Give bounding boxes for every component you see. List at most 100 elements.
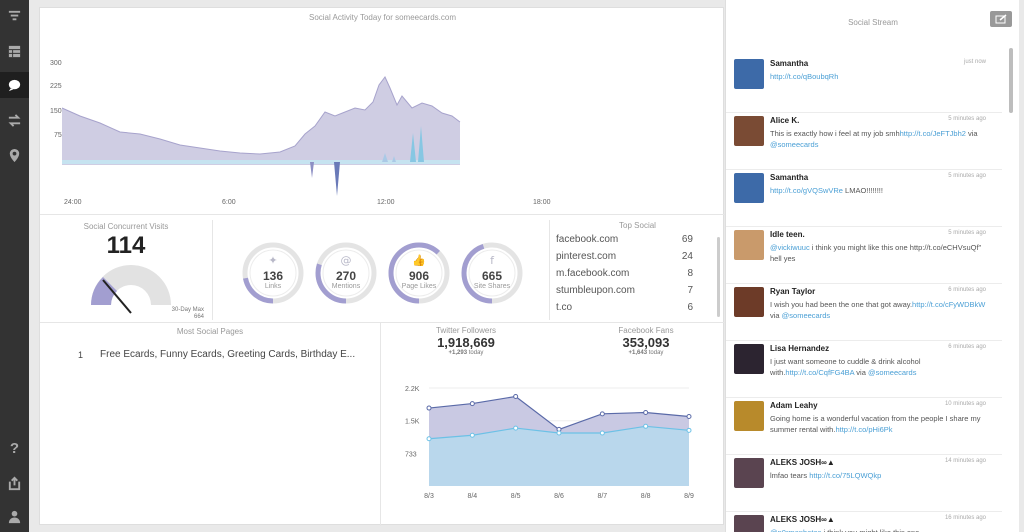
data-point[interactable]	[469, 432, 475, 438]
avatar[interactable]	[734, 287, 764, 317]
top-social-row[interactable]: facebook.com 69	[550, 234, 706, 250]
page-title-link[interactable]: Free Ecards, Funny Ecards, Greeting Card…	[100, 349, 356, 360]
tweet-mention[interactable]: @someecards	[867, 368, 917, 377]
x-tick: 18:00	[533, 199, 551, 206]
page-rank: 1	[78, 350, 84, 360]
ring-page-likes: 906 Page Likes	[389, 269, 449, 290]
avatar[interactable]	[734, 173, 764, 203]
concurrent-value: 114	[106, 232, 146, 259]
tweet-text: This is exactly how i feel at my job smh…	[770, 128, 990, 150]
tweet-link[interactable]: http://t.co/cFyWDBkW	[912, 300, 986, 309]
avatar[interactable]	[734, 515, 764, 532]
tweet-author[interactable]: Ryan Taylor	[770, 287, 816, 296]
facebook-icon: f	[490, 254, 495, 267]
tweet-link[interactable]: http://t.co/qBoubqRh	[770, 72, 839, 81]
compose-button[interactable]	[990, 11, 1012, 27]
avatar[interactable]	[734, 59, 764, 89]
export-icon[interactable]	[0, 470, 29, 496]
avatar[interactable]	[734, 344, 764, 374]
data-point[interactable]	[686, 427, 692, 433]
location-icon[interactable]	[0, 142, 29, 168]
data-point[interactable]	[643, 410, 649, 415]
top-social-row[interactable]: m.facebook.com 8	[550, 268, 706, 284]
ring-mentions: 270 Mentions	[316, 269, 376, 290]
data-point[interactable]	[556, 430, 562, 436]
tweet-item[interactable]: ALEKS JOSH∞▲ 16 minutes ago @n0rmanbates i…	[726, 512, 1002, 532]
divider	[549, 220, 550, 320]
data-point[interactable]	[599, 411, 605, 417]
tweet-author[interactable]: Samantha	[770, 59, 809, 68]
chat-icon[interactable]	[0, 72, 29, 98]
ring-fill	[461, 242, 523, 304]
data-point[interactable]	[426, 405, 432, 411]
followers-panel: Twitter Followers 1,918,669 +1,293 today…	[381, 323, 725, 526]
data-point[interactable]	[686, 414, 692, 420]
tweet-text: I wish you had been the one that got awa…	[770, 299, 990, 321]
avatar[interactable]	[734, 116, 764, 146]
transfer-icon[interactable]	[0, 107, 29, 133]
tweet-author[interactable]: Alice K.	[770, 116, 800, 125]
tweet-time: 5 minutes ago	[948, 173, 986, 179]
tweet-item[interactable]: Samantha just now http://t.co/qBoubqRh	[726, 56, 1002, 113]
twitter-title: Twitter Followers	[435, 326, 496, 335]
tweet-author[interactable]: Lisa Hernandez	[770, 344, 830, 353]
most-social-pages: Most Social Pages 1 Free Ecards, Funny E…	[40, 323, 380, 526]
y-tick-label: 733	[405, 451, 417, 458]
data-point[interactable]	[643, 423, 649, 429]
data-point[interactable]	[513, 393, 519, 399]
most-social-title: Most Social Pages	[176, 327, 244, 336]
tweet-item[interactable]: Alice K. 5 minutes ago This is exactly how…	[726, 113, 1002, 170]
tweet-author[interactable]: Idle teen.	[770, 230, 805, 239]
tweet-author[interactable]: Samantha	[770, 173, 809, 182]
avatar[interactable]	[734, 230, 764, 260]
stream-scrollbar[interactable]	[1009, 48, 1013, 113]
tweet-mention[interactable]: @n0rmanbates	[770, 528, 821, 532]
help-icon[interactable]: ?	[9, 439, 20, 457]
tweet-item[interactable]: ALEKS JOSH∞▲ 14 minutes ago lmfao tears ht…	[726, 455, 1002, 512]
main-dashboard: Social Activity Today for someecards.com…	[39, 7, 725, 526]
top-social-row[interactable]: pinterest.com 24	[550, 251, 706, 267]
engagement-rings: ✦ @ 👍 f 136 Links 270 Mentions 906 Page Likes …	[213, 215, 549, 322]
tweet-author[interactable]: ALEKS JOSH∞▲	[770, 458, 835, 467]
tweet-item[interactable]: Idle teen. 5 minutes ago @vickiwuuc i thin…	[726, 227, 1002, 284]
tweet-time: 5 minutes ago	[948, 230, 986, 236]
tweet-item[interactable]: Lisa Hernandez 6 minutes ago I just want s…	[726, 341, 1002, 398]
data-point[interactable]	[426, 436, 432, 442]
social-stream: Social Stream Samantha just now http://t.c…	[725, 0, 1019, 532]
tweet-item[interactable]: Adam Leahy 10 minutes ago Going home is a …	[726, 398, 1002, 455]
tweet-author[interactable]: Adam Leahy	[770, 401, 818, 410]
x-tick-label: 8/3	[424, 493, 434, 500]
tweet-link[interactable]: http://t.co/JeFTJbh2	[899, 129, 966, 138]
y-tick-label: 1.5K	[405, 419, 420, 426]
at-icon: @	[341, 254, 352, 267]
filter-icon[interactable]	[0, 3, 29, 29]
tweet-link[interactable]: http://t.co/pHi6Pk	[835, 425, 893, 434]
tweet-link[interactable]: http://t.co/gVQSwVRe	[770, 186, 843, 195]
data-point[interactable]	[469, 401, 475, 407]
avatar[interactable]	[734, 458, 764, 488]
top-social-row[interactable]: stumbleupon.com 7	[550, 285, 706, 301]
ring-inner	[249, 249, 297, 297]
tweet-mention[interactable]: @someecards	[781, 311, 831, 320]
top-social-row[interactable]: t.co 6	[550, 302, 706, 318]
tweet-mention[interactable]: @someecards	[770, 140, 819, 149]
top-social-scrollbar[interactable]	[717, 237, 720, 317]
tweet-link[interactable]: http://t.co/75LQWQkp	[809, 471, 882, 480]
dashboard-icon[interactable]	[0, 38, 29, 64]
source-count: 6	[687, 302, 693, 313]
tweet-item[interactable]: Ryan Taylor 6 minutes ago I wish you had b…	[726, 284, 1002, 341]
user-icon[interactable]	[0, 503, 29, 529]
x-tick: 6:00	[222, 199, 236, 206]
avatar[interactable]	[734, 401, 764, 431]
tweet-mention[interactable]: @vickiwuuc	[770, 243, 810, 252]
source-name: pinterest.com	[556, 251, 617, 262]
tweet-author[interactable]: ALEKS JOSH∞▲	[770, 515, 835, 524]
data-point[interactable]	[513, 425, 519, 431]
data-point[interactable]	[599, 430, 605, 436]
tweet-link[interactable]: http://t.co/CqfFG4BA	[785, 368, 855, 377]
tweet-item[interactable]: Samantha 5 minutes ago http://t.co/gVQSwVR…	[726, 170, 1002, 227]
tweet-text: lmfao tears http://t.co/75LQWQkp	[770, 470, 990, 481]
x-tick-label: 8/8	[641, 493, 651, 500]
tweet-text: Going home is a wonderful vacation from …	[770, 413, 990, 435]
ring-links: 136 Links	[243, 269, 303, 290]
